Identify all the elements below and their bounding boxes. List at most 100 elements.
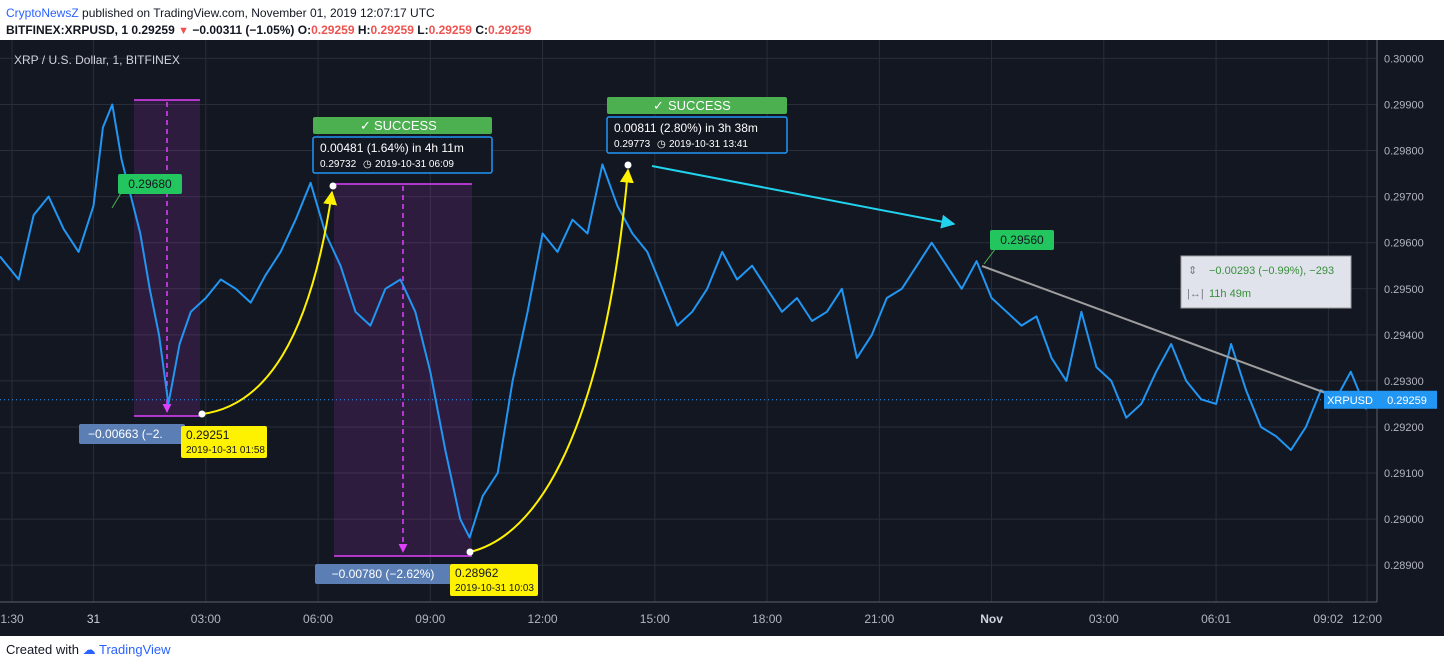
y-tick-label: 0.29800 bbox=[1384, 146, 1424, 158]
series-name-text: XRPUSD bbox=[1327, 395, 1373, 407]
high-point-1[interactable] bbox=[329, 182, 337, 190]
low-point-2[interactable] bbox=[466, 548, 474, 556]
last-price-tag bbox=[1377, 390, 1437, 409]
clock-icon-1: ◷ bbox=[363, 159, 372, 170]
close-label: C: bbox=[475, 23, 488, 37]
measure-price-icon: ⇕ bbox=[1188, 265, 1197, 277]
close-value: 0.29259 bbox=[487, 23, 532, 37]
y-tick-label: 0.29400 bbox=[1384, 330, 1424, 342]
success1-time: 2019-10-31 06:09 bbox=[375, 159, 454, 170]
y-tick-label: 0.29000 bbox=[1384, 514, 1424, 526]
published-text: published on TradingView.com, November 0… bbox=[82, 6, 435, 20]
symbol-name: BITFINEX:XRPUSD, 1 bbox=[6, 23, 129, 37]
success1-badge[interactable] bbox=[313, 117, 492, 134]
drop2-text: −0.00780 (−2.62%) bbox=[332, 567, 435, 581]
series-name-tag bbox=[1324, 390, 1377, 409]
label-29680-text: 0.29680 bbox=[128, 177, 172, 191]
high-label: H: bbox=[357, 23, 371, 37]
success1-box[interactable] bbox=[312, 136, 493, 174]
price-axis-background bbox=[1377, 40, 1444, 636]
x-tick-label: 21:00 bbox=[864, 612, 894, 626]
tradingview-link[interactable]: TradingView bbox=[99, 642, 171, 657]
open-value: 0.29259 bbox=[311, 23, 355, 37]
measure-time: 11h 49m bbox=[1209, 288, 1251, 300]
grid-lines bbox=[0, 40, 1377, 602]
time-axis[interactable]: 1:30 31 03:00 06:00 09:00 12:00 15:00 18:00 21:0… bbox=[0, 612, 1382, 626]
low-value: 0.29259 bbox=[428, 23, 472, 37]
x-tick-label: 31 bbox=[87, 612, 101, 626]
cyan-arrow[interactable] bbox=[651, 165, 956, 229]
symbol-line: BITFINEX:XRPUSD, 1 0.29259 ▼ −0.00311 (−… bbox=[6, 23, 531, 37]
price-series-line bbox=[0, 103, 1378, 539]
x-tick-label: 03:00 bbox=[191, 612, 221, 626]
y-tick-label: 0.29200 bbox=[1384, 422, 1424, 434]
x-tick-label: 03:00 bbox=[1089, 612, 1119, 626]
x-tick-label: 09:00 bbox=[415, 612, 445, 626]
x-tick-label: 06:00 bbox=[303, 612, 333, 626]
success1-text: SUCCESS bbox=[374, 118, 437, 133]
created-with-text: Created with bbox=[6, 642, 79, 657]
check-icon: ✓ bbox=[360, 118, 371, 133]
price-axis[interactable]: 0.30000 0.29900 0.29800 0.29700 0.29600 0.295… bbox=[1384, 53, 1424, 572]
success2-box[interactable] bbox=[606, 116, 788, 154]
last-price-text: 0.29259 bbox=[1387, 395, 1427, 407]
check-icon: ✓ bbox=[653, 98, 664, 113]
success1-main: 0.00481 (1.64%) in 4h 11m bbox=[320, 141, 464, 155]
open-label: O: bbox=[297, 23, 312, 37]
projection-lines bbox=[134, 99, 472, 557]
success1-sub: 0.29732 bbox=[320, 159, 357, 170]
rebound-curve-2 bbox=[469, 168, 634, 553]
publish-line: CryptoNewsZ published on TradingView.com… bbox=[6, 6, 435, 20]
success2-main: 0.00811 (2.80%) in 3h 38m bbox=[614, 121, 758, 135]
footer: Created with ☁ TradingView bbox=[6, 642, 171, 658]
label-29680-box[interactable] bbox=[118, 174, 182, 194]
x-tick-label: 18:00 bbox=[752, 612, 782, 626]
label-29560-pointer bbox=[983, 247, 997, 265]
y-tick-label: 0.28900 bbox=[1384, 560, 1424, 572]
time-axis-background bbox=[0, 602, 1377, 636]
drop1-box[interactable] bbox=[79, 424, 185, 444]
measure-change: −0.00293 (−0.99%), −293 bbox=[1209, 265, 1334, 277]
last-price: 0.29259 bbox=[131, 23, 175, 37]
tradingview-logo-icon: ☁ bbox=[82, 642, 96, 657]
label-29560-text: 0.29560 bbox=[1000, 233, 1044, 247]
low1-price: 0.29251 bbox=[186, 428, 230, 442]
measure-time-icon: |↔| bbox=[1187, 288, 1204, 300]
y-tick-label: 0.29300 bbox=[1384, 376, 1424, 388]
chart-title: XRP / U.S. Dollar, 1, BITFINEX bbox=[14, 53, 180, 67]
x-tick-label: 1:30 bbox=[0, 612, 24, 626]
price-change: −0.00311 (−1.05%) bbox=[192, 23, 295, 37]
high-value: 0.29259 bbox=[370, 23, 414, 37]
low1-box[interactable] bbox=[181, 426, 267, 458]
success2-badge[interactable] bbox=[607, 97, 787, 114]
x-tick-label: Nov bbox=[980, 612, 1003, 626]
x-tick-label: 06:01 bbox=[1201, 612, 1231, 626]
x-tick-label: 09:02 bbox=[1313, 612, 1343, 626]
drop1-text: −0.00663 (−2. bbox=[88, 427, 163, 441]
low2-time: 2019-10-31 10:03 bbox=[455, 583, 534, 594]
high-point-2[interactable] bbox=[624, 161, 632, 169]
label-29560-box[interactable] bbox=[990, 230, 1054, 250]
drop2-box[interactable] bbox=[315, 564, 451, 584]
success2-sub: 0.29773 bbox=[614, 139, 651, 150]
low2-price: 0.28962 bbox=[455, 566, 499, 580]
low-label: L: bbox=[417, 23, 429, 37]
y-tick-label: 0.30000 bbox=[1384, 53, 1424, 65]
measure-box[interactable] bbox=[1180, 255, 1352, 309]
down-arrow-icon: ▼ bbox=[178, 25, 189, 37]
clock-icon-2: ◷ bbox=[657, 139, 666, 150]
trend-line[interactable] bbox=[981, 265, 1351, 403]
success2-text: SUCCESS bbox=[668, 98, 731, 113]
y-tick-label: 0.29900 bbox=[1384, 99, 1424, 111]
x-tick-label: 12:00 bbox=[528, 612, 558, 626]
low-point-1[interactable] bbox=[198, 410, 206, 418]
success2-time: 2019-10-31 13:41 bbox=[669, 139, 748, 150]
chart-header: CryptoNewsZ published on TradingView.com… bbox=[0, 0, 1444, 40]
low2-box[interactable] bbox=[450, 564, 538, 596]
author-link[interactable]: CryptoNewsZ bbox=[6, 6, 79, 20]
y-tick-label: 0.29500 bbox=[1384, 284, 1424, 296]
x-tick-label: 15:00 bbox=[640, 612, 670, 626]
y-tick-label: 0.29100 bbox=[1384, 468, 1424, 480]
price-chart[interactable]: 0.29680 0.29560 −0.00663 (−2. 0.29251 20… bbox=[0, 40, 1444, 636]
low1-time: 2019-10-31 01:58 bbox=[186, 445, 265, 456]
